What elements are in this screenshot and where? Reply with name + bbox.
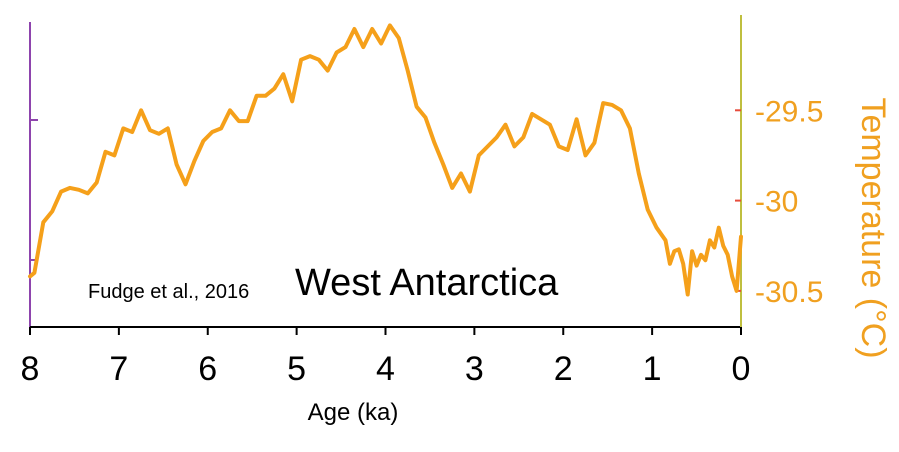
x-tick-label: 8 <box>21 350 40 388</box>
x-tick-label: 3 <box>465 350 484 388</box>
x-tick-label: 5 <box>287 350 306 388</box>
y-tick-label: -30.5 <box>755 276 823 309</box>
x-tick-label: 0 <box>732 350 751 388</box>
x-tick-label: 2 <box>554 350 573 388</box>
x-tick-label: 6 <box>198 350 217 388</box>
x-tick-label: 1 <box>643 350 662 388</box>
y-tick-label: -29.5 <box>755 95 823 128</box>
source-annotation: Fudge et al., 2016 <box>88 281 249 303</box>
x-tick-label: 4 <box>376 350 395 388</box>
region-annotation: West Antarctica <box>295 262 559 304</box>
y-tick-label: -30 <box>755 186 798 219</box>
x-tick-label: 7 <box>109 350 128 388</box>
temperature-series-line <box>28 23 743 297</box>
y-axis-label: Temperature (°C) <box>854 97 892 358</box>
x-axis-label: Age (ka) <box>308 399 399 426</box>
